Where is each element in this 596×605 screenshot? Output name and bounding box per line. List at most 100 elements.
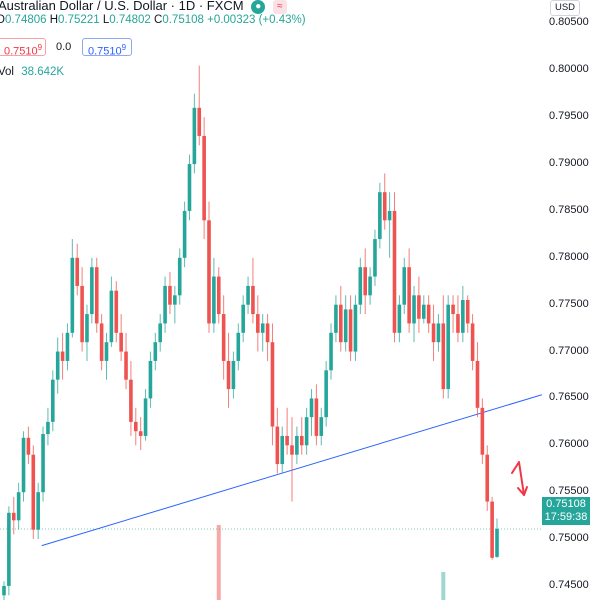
candle-body [485, 454, 490, 502]
change-value: +0.00323 (+0.43%) [207, 14, 306, 26]
candle-body [16, 492, 21, 521]
candle-body [304, 417, 309, 446]
candle-body [436, 323, 441, 343]
annotation-arrow [511, 461, 525, 496]
candle-body [36, 492, 40, 530]
candle-body [465, 300, 470, 324]
candle-body [309, 398, 314, 418]
candle-body [104, 342, 109, 361]
candle-body [173, 295, 177, 305]
candle-body [295, 435, 299, 455]
candle-body [187, 164, 192, 211]
candle-body [470, 323, 475, 361]
candle-body [417, 295, 421, 319]
candle-body [490, 501, 494, 558]
candle-body [163, 285, 167, 324]
candle-body [241, 304, 245, 333]
volume-legend[interactable]: Vol 38.642K [0, 66, 64, 78]
candle-body [119, 332, 123, 352]
candle-body [75, 257, 80, 286]
candle-body [55, 351, 60, 380]
candle-body [124, 351, 128, 380]
candle-body [192, 107, 197, 165]
sell-price: 0.7510 [4, 45, 38, 58]
price-tick: 0.79500 [549, 110, 589, 123]
candle-body [329, 332, 333, 371]
candle-body [402, 267, 407, 305]
candle-body [299, 435, 304, 446]
low-value: 0.74802 [109, 14, 151, 26]
buy-price-sup: 9 [121, 43, 127, 52]
candle-body [290, 445, 294, 455]
candle-body [60, 351, 65, 361]
candle-body [431, 323, 436, 343]
candle-body [177, 257, 182, 296]
candle-body [353, 304, 358, 352]
spread-value: 0.0 [56, 41, 72, 53]
chart-area[interactable] [0, 0, 543, 605]
volume-label: Vol [0, 66, 14, 78]
candle-body [2, 585, 6, 596]
candle-body [143, 398, 148, 436]
high-label: H [49, 14, 59, 26]
candlestick-chart[interactable] [0, 0, 543, 605]
candle-body [256, 314, 260, 333]
candle-body [80, 285, 84, 343]
candle-body [275, 426, 280, 465]
wave-icon[interactable]: ≈ [272, 0, 287, 14]
candle-body [392, 210, 397, 333]
candle-body [319, 417, 324, 436]
candle-body [251, 285, 255, 315]
close-value: 0.75108 [162, 14, 204, 26]
candle-body [358, 267, 363, 305]
price-tick: 0.76000 [549, 438, 589, 451]
candle-body [138, 431, 143, 436]
candle-body [495, 528, 499, 557]
candle-body [31, 454, 36, 530]
countdown-value: 17:59:38 [544, 511, 588, 523]
candle-body [475, 360, 480, 408]
price-tick: 0.77000 [549, 344, 589, 357]
candle-body [480, 407, 485, 455]
candle-body [387, 210, 392, 221]
candle-body [51, 379, 55, 422]
dot-icon[interactable]: ● [251, 0, 266, 14]
candle-body [11, 512, 16, 521]
current-price-label: 0.75108 17:59:38 [542, 497, 590, 525]
candle-body [446, 304, 450, 390]
candle-body [412, 295, 416, 324]
candle-body [85, 314, 89, 343]
sell-price-sup: 9 [37, 43, 43, 52]
candle-body [397, 304, 402, 333]
price-tick: 0.75500 [549, 485, 589, 498]
sell-button[interactable]: 0.75109 [0, 38, 46, 58]
candle-body [407, 267, 411, 324]
candle-body [148, 360, 153, 399]
candle-body [339, 304, 343, 343]
candle-body [441, 323, 446, 390]
currency-button[interactable]: USD [550, 0, 580, 16]
buy-button[interactable]: 0.75109 [82, 38, 132, 58]
candle-body [212, 276, 216, 324]
candle-body [226, 360, 231, 390]
candle-body [324, 370, 328, 418]
candle-body [421, 304, 426, 319]
candle-body [129, 379, 133, 422]
candle-body [280, 435, 285, 465]
candle-body [270, 342, 275, 427]
candle-body [348, 309, 353, 352]
candle-body [207, 220, 211, 324]
candle-body [246, 285, 250, 305]
candle-body [426, 304, 431, 324]
candle-body [109, 290, 114, 343]
candle-body [265, 323, 270, 343]
candle-body [231, 360, 236, 390]
price-tick: 0.77500 [549, 297, 589, 310]
candle-body [334, 304, 338, 333]
candle-body [197, 107, 202, 136]
symbol-title[interactable]: Australian Dollar / U.S. Dollar · 1D · F… [0, 0, 244, 13]
volume-bar [216, 525, 221, 600]
candle-body [236, 332, 241, 361]
symbol-legend[interactable]: Australian Dollar / U.S. Dollar · 1D · F… [0, 0, 287, 14]
candle-body [65, 332, 70, 361]
